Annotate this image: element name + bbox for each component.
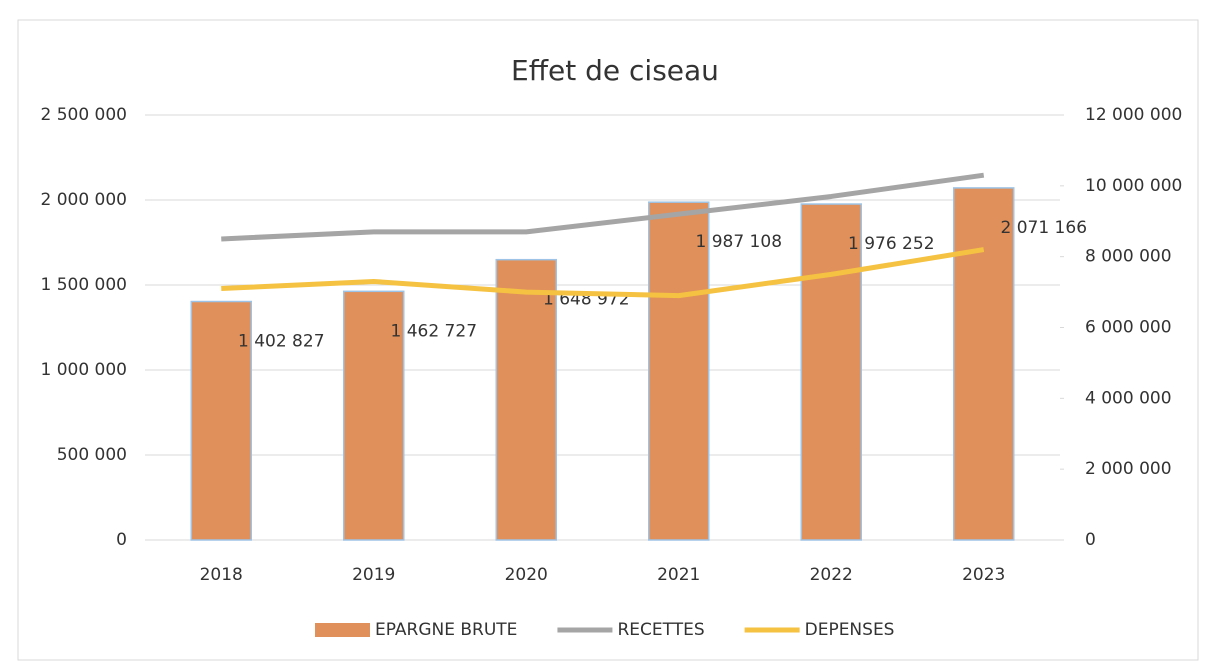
bar — [800, 203, 862, 541]
data-label: 1 976 252 — [848, 234, 935, 254]
line-series — [221, 172, 985, 242]
bar — [343, 290, 405, 541]
y2-tick-label: 8 000 000 — [1085, 247, 1172, 267]
legend-swatch — [315, 623, 370, 637]
data-label: 2 071 166 — [1000, 218, 1087, 238]
x-tick-label: 2018 — [200, 565, 243, 585]
data-label: 1 987 108 — [695, 232, 782, 252]
y-tick-label: 1 000 000 — [40, 360, 127, 380]
data-label: 1 462 727 — [390, 321, 477, 341]
y2-tick-label: 2 000 000 — [1085, 459, 1172, 479]
line-series — [221, 247, 985, 299]
chart-title: Effet de ciseau — [511, 54, 719, 87]
y-tick-label: 2 500 000 — [40, 105, 127, 125]
y-tick-label: 500 000 — [57, 445, 127, 465]
bar — [190, 300, 252, 541]
y2-tick-label: 12 000 000 — [1085, 105, 1182, 125]
y-tick-label: 0 — [116, 530, 127, 550]
x-tick-label: 2020 — [505, 565, 548, 585]
y2-tick-label: 6 000 000 — [1085, 318, 1172, 338]
x-tick-label: 2022 — [810, 565, 853, 585]
legend-label: DEPENSES — [805, 620, 895, 640]
y-tick-label: 2 000 000 — [40, 190, 127, 210]
x-tick-label: 2021 — [657, 565, 700, 585]
bar — [495, 258, 557, 541]
legend-label: EPARGNE BRUTE — [375, 620, 517, 640]
y-tick-label: 1 500 000 — [40, 275, 127, 295]
bar — [953, 187, 1015, 541]
data-label: 1 402 827 — [238, 332, 325, 352]
y2-tick-label: 4 000 000 — [1085, 388, 1172, 408]
y2-tick-label: 0 — [1085, 530, 1096, 550]
x-tick-label: 2019 — [352, 565, 395, 585]
y2-tick-label: 10 000 000 — [1085, 176, 1182, 196]
legend-label: RECETTES — [617, 620, 704, 640]
bar — [648, 201, 710, 541]
x-tick-label: 2023 — [962, 565, 1005, 585]
